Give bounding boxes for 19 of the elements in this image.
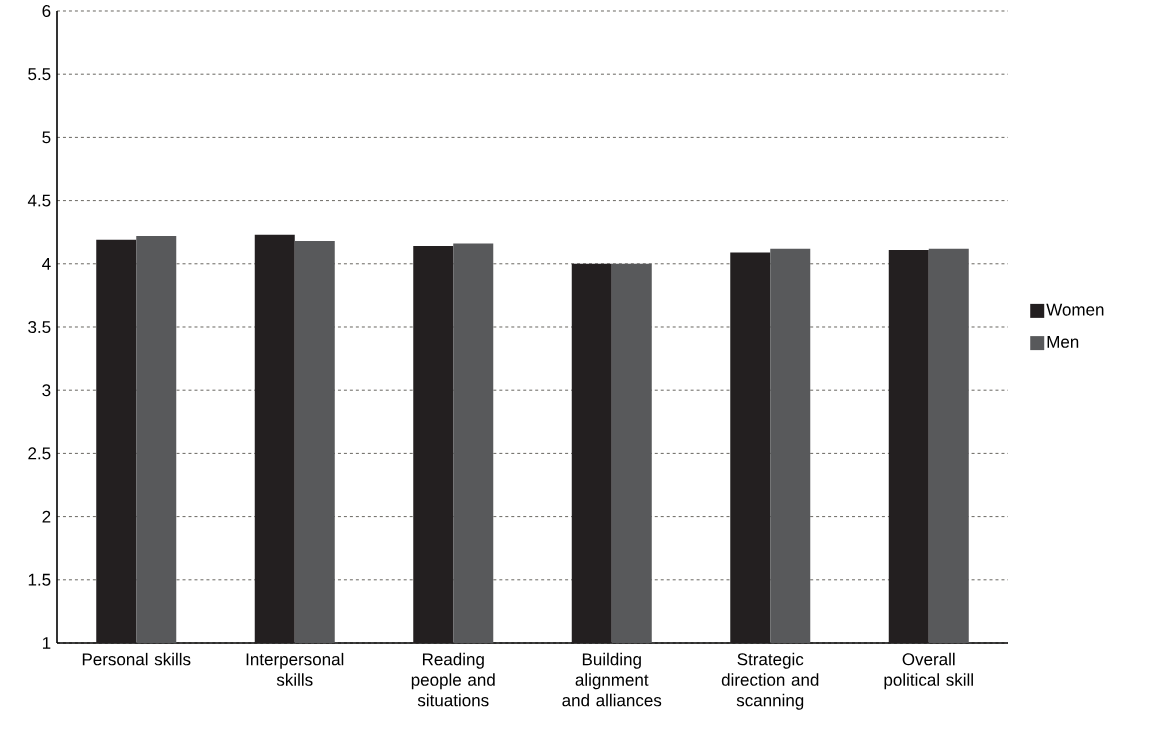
y-tick-label: 2.5 [28,447,51,460]
y-tick-label: 5.5 [28,68,51,81]
x-tick-label: Building alignment and alliances [562,652,662,707]
x-tick-label: Overall political skill [884,652,973,690]
y-tick-label: 2 [42,510,51,523]
x-tick-label: Interpersonal skills [246,652,344,686]
legend-label: Men [1047,335,1079,348]
x-tick-label: Personal skills [82,652,191,666]
y-tick-label: 4.5 [27,194,51,207]
y-tick-label: 5 [42,131,51,144]
y-tick-label: 1.5 [28,573,51,586]
legend-label: Women [1046,303,1104,316]
x-tick-label: Strategic direction and scanning [721,652,819,710]
y-tick-label: 6 [42,4,51,18]
x-tick-label: Reading people and situations [411,652,495,707]
y-tick-label: 3 [42,384,51,397]
y-tick-label: 1 [42,637,51,649]
y-tick-label: 3.5 [28,320,51,334]
y-tick-label: 4 [42,257,51,270]
